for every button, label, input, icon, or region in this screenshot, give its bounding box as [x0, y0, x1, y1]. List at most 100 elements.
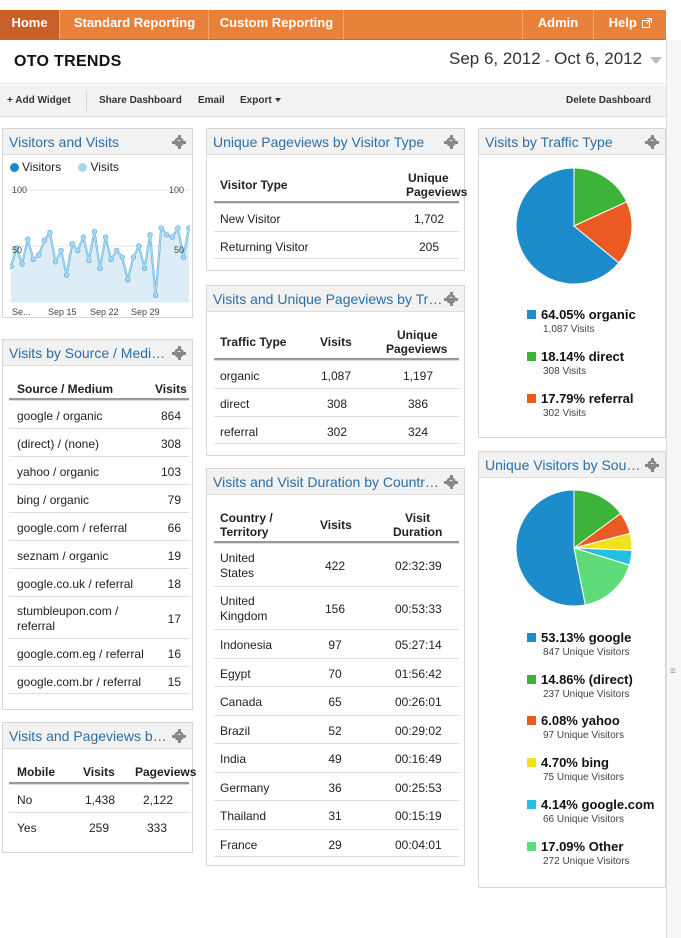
nav-help-tab[interactable]: Help — [595, 10, 666, 39]
gear-icon[interactable] — [172, 346, 186, 360]
data-point-visits[interactable] — [170, 234, 175, 240]
data-point-visits[interactable] — [47, 230, 53, 235]
widget-title: Unique Visitors by Source — [485, 457, 645, 473]
date-start: Sep 6, 2012 — [449, 49, 541, 68]
data-point-visits[interactable] — [120, 255, 125, 260]
share-dashboard-button[interactable]: Share Dashboard — [99, 95, 182, 106]
duration-value: 01:56:42 — [395, 666, 442, 681]
legend-sub-value: 847 Unique Visitors — [543, 647, 630, 658]
legend-swatch — [527, 633, 536, 642]
export-label: Export — [240, 95, 272, 106]
data-point-visits[interactable] — [108, 257, 114, 262]
data-point-visits[interactable] — [81, 234, 86, 240]
data-point-visits[interactable] — [92, 229, 97, 234]
email-button[interactable]: Email — [198, 95, 225, 106]
table-row: Yes 259 333 — [9, 812, 189, 840]
table-row: google / organic 864 — [9, 400, 189, 428]
data-point-visits[interactable] — [175, 225, 181, 231]
pie-slice-google[interactable] — [515, 489, 586, 607]
table-row: direct 308 386 — [214, 388, 459, 416]
add-widget-button[interactable]: + Add Widget — [7, 95, 71, 106]
data-point-visits[interactable] — [114, 248, 119, 253]
data-point-visits[interactable] — [36, 252, 42, 258]
country-name: France — [220, 837, 258, 852]
gear-icon[interactable] — [172, 135, 186, 149]
gear-icon[interactable] — [172, 729, 186, 743]
data-point-visits[interactable] — [142, 266, 147, 271]
legend-percent: 6.08% — [541, 713, 578, 729]
country-name: Egypt — [220, 666, 251, 681]
legend-label: bing — [581, 755, 609, 771]
dashboard-toolbar: + Add Widget Share Dashboard Email Expor… — [0, 85, 666, 117]
nav-admin-tab[interactable]: Admin — [522, 10, 594, 39]
data-point-visits[interactable] — [42, 238, 47, 243]
pie-slice-direct[interactable] — [573, 167, 628, 227]
widget-header: Visits by Source / Medium — [3, 340, 192, 366]
source-medium-label: google.com.br / referral — [17, 675, 142, 689]
data-point-visits[interactable] — [97, 266, 103, 271]
pageviews-value: 1,197 — [403, 369, 434, 383]
data-point-visits[interactable] — [131, 255, 136, 260]
date-range-picker[interactable]: Sep 6, 2012 - Oct 6, 2012 — [449, 49, 666, 75]
legend-swatch — [527, 716, 536, 726]
data-point-visits[interactable] — [153, 293, 158, 298]
gear-icon[interactable] — [645, 135, 659, 149]
export-button[interactable]: Export — [240, 95, 281, 106]
gear-icon[interactable] — [645, 458, 659, 472]
legend-label: (direct) — [588, 671, 633, 687]
x-tick-label: Sep 29 — [131, 307, 160, 317]
gear-icon[interactable] — [444, 475, 458, 489]
pageviews-value: 324 — [408, 425, 429, 439]
visits-value: 156 — [324, 602, 346, 616]
nav-home-tab[interactable]: Home — [0, 10, 60, 39]
nav-custom-reporting-tab[interactable]: Custom Reporting — [210, 10, 344, 39]
legend-visits: Visits — [90, 160, 119, 174]
delete-dashboard-button[interactable]: Delete Dashboard — [566, 95, 652, 106]
widget-header: Unique Pageviews by Visitor Type — [207, 129, 464, 155]
nav-help-label: Help — [608, 15, 637, 30]
table-row: Returning Visitor 205 — [214, 231, 459, 259]
data-point-visits[interactable] — [103, 234, 108, 240]
data-point-visits[interactable] — [125, 277, 131, 282]
legend-swatch — [527, 674, 536, 684]
data-point-visits[interactable] — [158, 225, 164, 231]
gear-icon[interactable] — [444, 135, 458, 149]
legend-swatch — [527, 352, 536, 361]
data-point-visits[interactable] — [147, 232, 153, 237]
data-point-visits[interactable] — [186, 225, 190, 231]
pie-slice-referral[interactable] — [573, 201, 633, 264]
data-point-visits[interactable] — [136, 243, 142, 249]
widget-header: Unique Visitors by Source — [479, 452, 665, 478]
data-point-visits[interactable] — [181, 255, 186, 260]
visitor-type: Returning Visitor — [220, 240, 309, 254]
data-point-visits[interactable] — [53, 259, 58, 264]
data-point-visits[interactable] — [25, 237, 30, 242]
x-tick-label: Sep 22 — [90, 307, 119, 317]
legend-label: google.com — [581, 796, 655, 812]
visit-duration-by-country-widget: Visits and Visit Duration by Country / .… — [206, 468, 465, 866]
pageviews-by-visitor-type-widget: Unique Pageviews by Visitor Type Visitor… — [206, 128, 467, 271]
pie-slice-direct[interactable] — [573, 489, 622, 549]
widget-title: Visits and Visit Duration by Country / .… — [213, 474, 443, 490]
data-point-visits[interactable] — [31, 257, 36, 262]
data-point-visits[interactable] — [64, 272, 69, 278]
widget-header: Visitors and Visits — [3, 129, 192, 155]
data-point-visits[interactable] — [86, 258, 92, 263]
legend-swatch — [527, 841, 536, 851]
data-point-visits[interactable] — [164, 232, 169, 237]
data-point-visits[interactable] — [14, 246, 19, 251]
data-point-visits[interactable] — [75, 248, 80, 253]
scrollbar[interactable]: ≡ — [666, 40, 681, 938]
visits-value: 70 — [328, 666, 342, 681]
data-point-visits[interactable] — [19, 261, 25, 267]
pageviews-value: 333 — [147, 821, 168, 835]
nav-standard-reporting-tab[interactable]: Standard Reporting — [61, 10, 209, 39]
data-point-visits[interactable] — [69, 241, 75, 246]
pie-slice-organic[interactable] — [515, 167, 620, 285]
country-name: Thailand — [220, 809, 267, 823]
visits-pageviews-traffic-widget: Visits and Unique Pageviews by Traffi...… — [206, 285, 465, 456]
data-point-visits[interactable] — [58, 248, 64, 253]
data-point-visits[interactable] — [10, 263, 14, 269]
gear-icon[interactable] — [444, 292, 458, 306]
pie-slice-other[interactable] — [573, 547, 631, 606]
